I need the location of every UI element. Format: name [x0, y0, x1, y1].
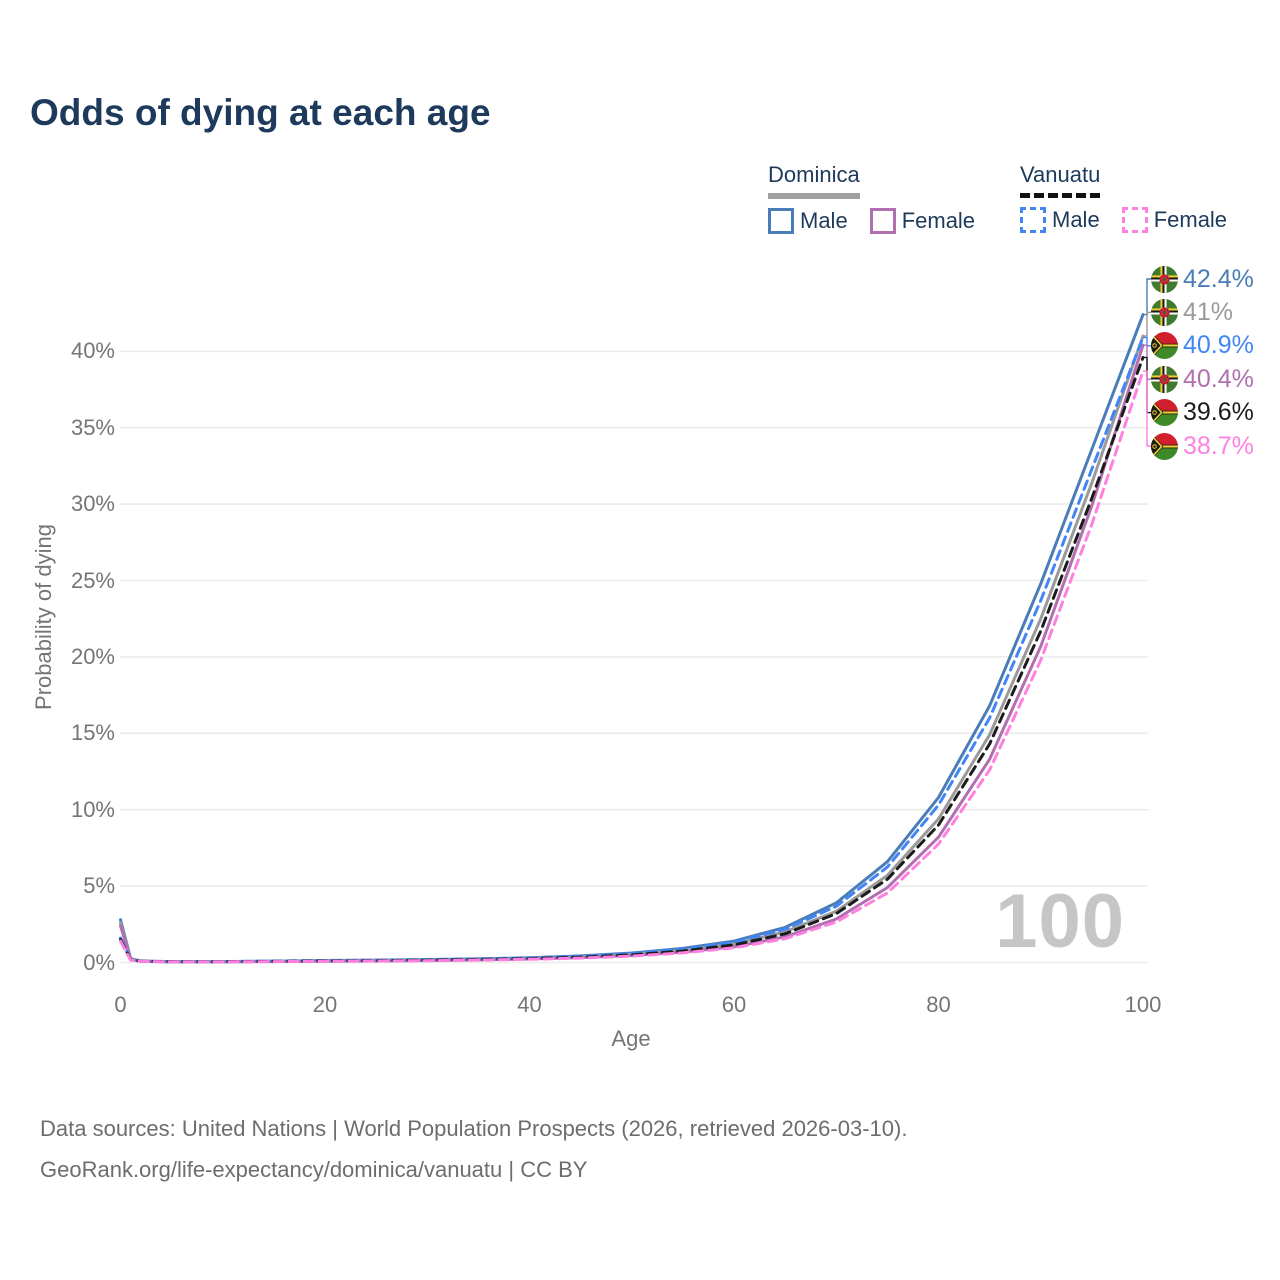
y-axis-title: Probability of dying: [31, 524, 56, 710]
y-tick-label: 5%: [83, 873, 115, 899]
series-line-vanuatu-female: [119, 369, 1145, 964]
legend-group-dominica: Dominica Male Female: [768, 162, 997, 234]
series-line-vanuatu-male: [119, 336, 1145, 964]
y-tick-label: 30%: [70, 491, 115, 517]
end-label-vanuatu-female: 38.7%: [1151, 432, 1254, 460]
x-tick-label: 60: [721, 992, 747, 1017]
y-tick-label: 25%: [70, 567, 115, 593]
vanuatu-flag-icon: [1151, 332, 1178, 360]
legend-item-label: Male: [1052, 207, 1100, 232]
end-label-vanuatu-male: 40.9%: [1151, 331, 1254, 360]
legend-header-dominica: Dominica: [768, 162, 860, 199]
dominica-male-swatch-icon: [768, 208, 794, 234]
hover-age-watermark: 100: [995, 879, 1125, 964]
series-line-vanuatu: [119, 355, 1145, 964]
legend-item-label: Female: [1153, 207, 1228, 232]
y-tick-label: 20%: [70, 643, 115, 669]
dominica-flag-icon: [1151, 365, 1178, 393]
series-line-dominica-female: [119, 343, 1145, 964]
dominica-flag-icon: [1151, 265, 1178, 293]
legend-item-dominica-female[interactable]: Female: [869, 208, 976, 234]
series-line-dominica: [119, 334, 1145, 964]
end-label-value: 38.7%: [1183, 431, 1254, 460]
end-label-dominica-female: 40.4%: [1151, 365, 1254, 393]
legend-group-vanuatu: Vanuatu Male Female: [1020, 162, 1249, 233]
footer-data-sources: Data sources: United Nations | World Pop…: [40, 1116, 908, 1141]
x-tick-label: 100: [1124, 992, 1162, 1017]
end-label-value: 42.4%: [1183, 264, 1254, 293]
end-label-connector: [1143, 311, 1152, 337]
end-label-connector: [1143, 336, 1152, 347]
end-label-connector: [1143, 278, 1152, 316]
chart-title: Odds of dying at each age: [30, 92, 491, 133]
y-tick-label: 10%: [70, 796, 115, 822]
x-tick-label: 40: [517, 992, 542, 1017]
y-tick-label: 35%: [70, 414, 115, 440]
end-label-connector: [1143, 370, 1152, 447]
y-tick-label: 15%: [70, 720, 115, 746]
legend-item-label: Female: [901, 208, 976, 233]
dominica-female-swatch-icon: [869, 208, 896, 234]
end-label-vanuatu: 39.6%: [1151, 398, 1254, 427]
legend-item-vanuatu-male[interactable]: Male: [1020, 207, 1100, 233]
series-line-dominica-male: [119, 313, 1145, 964]
legend-item-dominica-male[interactable]: Male: [768, 208, 848, 234]
x-tick-label: 0: [114, 992, 127, 1017]
x-tick-label: 80: [926, 992, 951, 1017]
end-label-dominica-male: 42.4%: [1151, 265, 1254, 293]
dominica-flag-icon: [1151, 298, 1178, 326]
end-label-value: 40.9%: [1183, 331, 1254, 360]
vanuatu-female-swatch-icon: [1121, 207, 1148, 233]
vanuatu-male-swatch-icon: [1020, 207, 1046, 233]
x-tick-label: 20: [312, 992, 338, 1017]
x-axis-title: Age: [611, 1026, 651, 1051]
footer: Data sources: United Nations | World Pop…: [40, 1108, 907, 1190]
vanuatu-flag-icon: [1151, 399, 1178, 427]
vanuatu-flag-icon: [1151, 432, 1178, 460]
end-label-dominica: 41%: [1151, 298, 1233, 326]
end-label-value: 40.4%: [1183, 364, 1254, 393]
end-label-value: 41%: [1183, 297, 1234, 326]
footer-attribution: GeoRank.org/life-expectancy/dominica/van…: [40, 1157, 588, 1182]
legend-item-label: Male: [800, 208, 848, 233]
legend-item-vanuatu-female[interactable]: Female: [1121, 207, 1228, 233]
end-label-value: 39.6%: [1183, 398, 1254, 427]
legend-header-vanuatu: Vanuatu: [1020, 162, 1101, 198]
y-tick-label: 40%: [70, 338, 115, 364]
y-tick-label: 0%: [83, 949, 115, 975]
